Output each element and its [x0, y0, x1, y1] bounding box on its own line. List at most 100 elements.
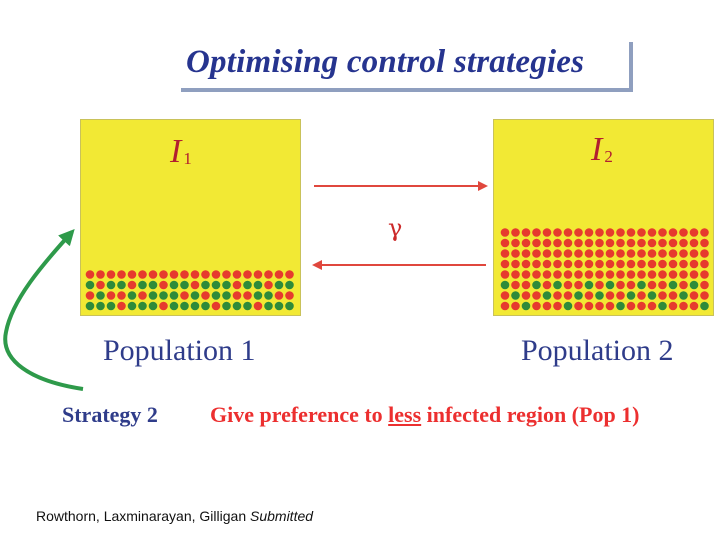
pop1-infected-dot	[222, 270, 231, 279]
pop2-infected-dot	[553, 228, 562, 237]
pop2-infected-dot	[595, 270, 604, 279]
pop2-infected-dot	[553, 259, 562, 269]
pop1-susceptible-dot	[253, 280, 263, 290]
pop2-infected-dot	[511, 259, 520, 269]
pop2-infected-dot	[679, 238, 688, 248]
pop2-infected-dot	[553, 301, 562, 311]
pop2-infected-dot	[658, 291, 667, 300]
pop1-susceptible-dot	[106, 280, 116, 290]
pop2-infected-dot	[605, 291, 615, 300]
pop2-infected-dot	[637, 238, 646, 248]
pop2-infected-dot	[637, 249, 646, 258]
pop2-infected-dot	[637, 228, 646, 237]
pop2-infected-dot	[553, 238, 562, 248]
pop1-infected-dot	[85, 270, 95, 279]
pop2-infected-dot	[584, 249, 594, 258]
pop2-infected-dot	[511, 238, 520, 248]
pop2-susceptible-dot	[500, 280, 510, 290]
pop1-infected-dot	[211, 270, 221, 279]
pop1-susceptible-dot	[285, 280, 294, 290]
pop1-infected-dot	[148, 270, 158, 279]
pop2-susceptible-dot	[637, 280, 646, 290]
pop1-infected-dot	[274, 291, 284, 300]
pop2-infected-dot	[637, 291, 646, 300]
pop2-infected-dot	[563, 291, 573, 300]
pop2-infected-dot	[626, 249, 636, 258]
citation: Rowthorn, Laxminarayan, Gilligan Submitt…	[36, 508, 314, 524]
pop2-infected-dot	[605, 259, 615, 269]
pop2-infected-dot	[605, 249, 615, 258]
pop2-susceptible-dot	[647, 291, 657, 300]
pop2-infected-dot	[616, 291, 625, 300]
pop2-infected-dot	[658, 259, 667, 269]
pop2-infected-dot	[668, 249, 678, 258]
pop1-susceptible-dot	[243, 280, 252, 290]
pop1-susceptible-dot	[138, 301, 147, 311]
pop1-infected-dot	[117, 291, 126, 300]
pop2-infected-dot	[511, 280, 520, 290]
pop2-infected-dot	[542, 270, 552, 279]
pop1-susceptible-dot	[274, 301, 284, 311]
pop1-susceptible-dot	[117, 280, 126, 290]
pop2-infected-dot	[542, 238, 552, 248]
transfer-rate-symbol: γ	[388, 214, 403, 242]
pop2-infected-dot	[521, 259, 531, 269]
pop1-infected-dot	[274, 270, 284, 279]
pop2-susceptible-dot	[605, 280, 615, 290]
pop1-susceptible-dot	[222, 291, 231, 300]
pop2-infected-dot	[595, 301, 604, 311]
pop2-infected-dot	[626, 259, 636, 269]
pop1-infected-dot	[253, 301, 263, 311]
pop2-susceptible-dot	[679, 291, 688, 300]
pop1-susceptible-dot	[96, 291, 105, 300]
pop2-infected-dot	[637, 259, 646, 269]
pop2-infected-dot	[500, 238, 510, 248]
pop1-infected-dot	[138, 270, 147, 279]
pop1-susceptible-dot	[127, 291, 137, 300]
pop2-infected-dot	[563, 270, 573, 279]
pop2-susceptible-dot	[616, 301, 625, 311]
pop1-infected-dot	[180, 270, 189, 279]
pop1-susceptible-dot	[232, 301, 242, 311]
pop2-infected-dot	[521, 228, 531, 237]
pop2-infected-dot	[521, 238, 531, 248]
pop2-infected-dot	[521, 249, 531, 258]
pop1-infected-dot	[159, 280, 168, 290]
pop2-susceptible-dot	[511, 291, 520, 300]
pop2-infected-dot	[679, 301, 688, 311]
pop1-infected-dot	[232, 291, 242, 300]
population-1-dots	[85, 270, 294, 311]
pop1-susceptible-dot	[180, 280, 189, 290]
pop2-infected-dot	[679, 270, 688, 279]
pop1-susceptible-dot	[96, 301, 105, 311]
pop2-infected-dot	[500, 259, 510, 269]
pop2-infected-dot	[637, 270, 646, 279]
population-1-panel	[80, 119, 301, 316]
pop2-infected-dot	[553, 249, 562, 258]
pop2-infected-dot	[605, 270, 615, 279]
citation-status: Submitted	[250, 508, 314, 524]
pop2-infected-dot	[689, 291, 699, 300]
pop2-infected-dot	[647, 249, 657, 258]
pop2-susceptible-dot	[542, 291, 552, 300]
pop1-infected-dot	[159, 270, 168, 279]
pop1-infected-dot	[159, 301, 168, 311]
pop1-infected-dot	[117, 301, 126, 311]
pop2-infected-dot	[563, 228, 573, 237]
pop2-infected-dot	[584, 238, 594, 248]
pop1-susceptible-dot	[85, 301, 95, 311]
pop2-infected-dot	[689, 270, 699, 279]
pop1-susceptible-dot	[180, 301, 189, 311]
pop2-infected-dot	[595, 238, 604, 248]
pop1-susceptible-dot	[243, 301, 252, 311]
pop1-susceptible-dot	[253, 291, 263, 300]
strategy-curve-arrow	[3, 229, 84, 391]
pop2-infected-dot	[511, 228, 520, 237]
pop2-infected-dot	[563, 238, 573, 248]
pop1-susceptible-dot	[201, 301, 210, 311]
pop1-susceptible-dot	[148, 301, 158, 311]
pop1-infected-dot	[117, 270, 126, 279]
pop2-infected-dot	[500, 270, 510, 279]
pop2-susceptible-dot	[584, 280, 594, 290]
pop2-infected-dot	[605, 228, 615, 237]
